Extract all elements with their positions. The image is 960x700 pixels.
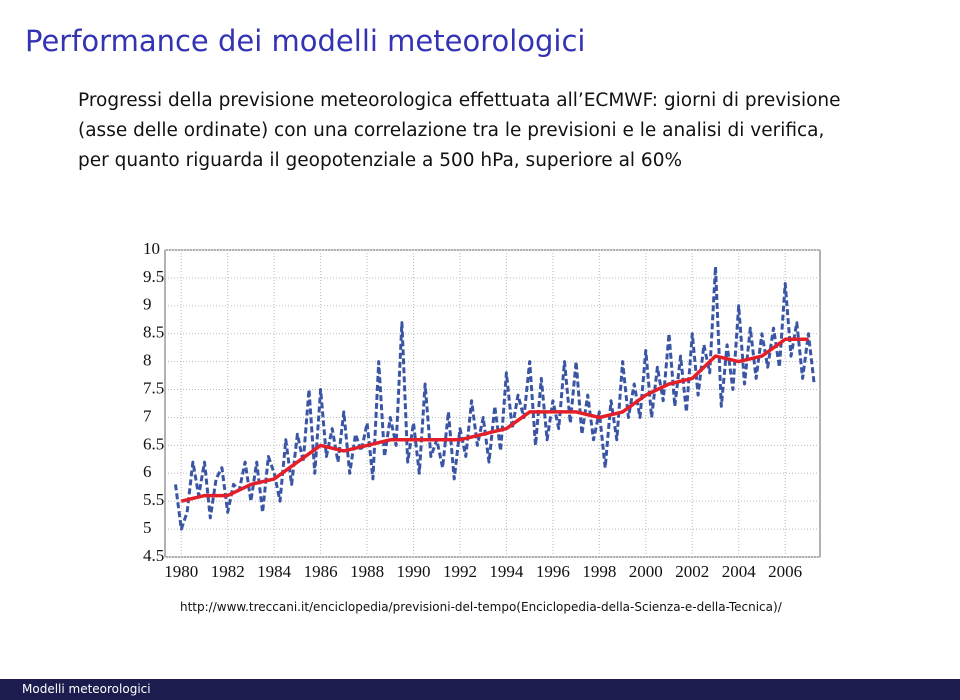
x-tick-label: 2002 [675, 562, 709, 581]
y-tick-label: 8.5 [143, 323, 164, 342]
footer: Modelli meteorologici [0, 679, 960, 700]
y-tick-label: 9.5 [143, 267, 164, 286]
x-tick-label: 1984 [257, 562, 292, 581]
x-tick-label: 1990 [397, 562, 431, 581]
chart: 4.5 5 5.5 6 6.5 7 7.5 8 8.5 9 9.5 10 1980 1982 1984 198… [143, 239, 821, 581]
x-tick-label: 2004 [722, 562, 757, 581]
x-tick-label: 1996 [536, 562, 570, 581]
x-tick-label: 1994 [489, 562, 524, 581]
x-tick-label: 1980 [164, 562, 198, 581]
x-tick-label: 1982 [211, 562, 245, 581]
y-tick-label: 8 [143, 351, 152, 370]
trend-line [180, 337, 809, 503]
x-tick-label: 1988 [350, 562, 384, 581]
y-tick-label: 10 [143, 239, 160, 258]
data-line [174, 265, 816, 531]
x-tick-label: 2000 [629, 562, 663, 581]
y-tick-label: 5 [143, 518, 152, 537]
y-tick-label: 9 [143, 295, 152, 314]
y-tick-label: 5.5 [143, 490, 164, 509]
x-tick-label: 1986 [304, 562, 338, 581]
x-tick-label: 1992 [443, 562, 477, 581]
y-tick-label: 7 [143, 406, 152, 425]
y-tick-label: 7.5 [143, 378, 164, 397]
source-url: http://www.treccani.it/enciclopedia/prev… [180, 600, 782, 614]
y-tick-label: 4.5 [143, 546, 164, 565]
slide-title: Performance dei modelli meteorologici [25, 24, 586, 58]
x-tick-label: 1998 [582, 562, 616, 581]
body-text: Progressi della previsione meteorologica… [78, 90, 841, 171]
y-tick-label: 6 [143, 462, 152, 481]
x-tick-label: 2006 [768, 562, 802, 581]
y-tick-label: 6.5 [143, 434, 164, 453]
